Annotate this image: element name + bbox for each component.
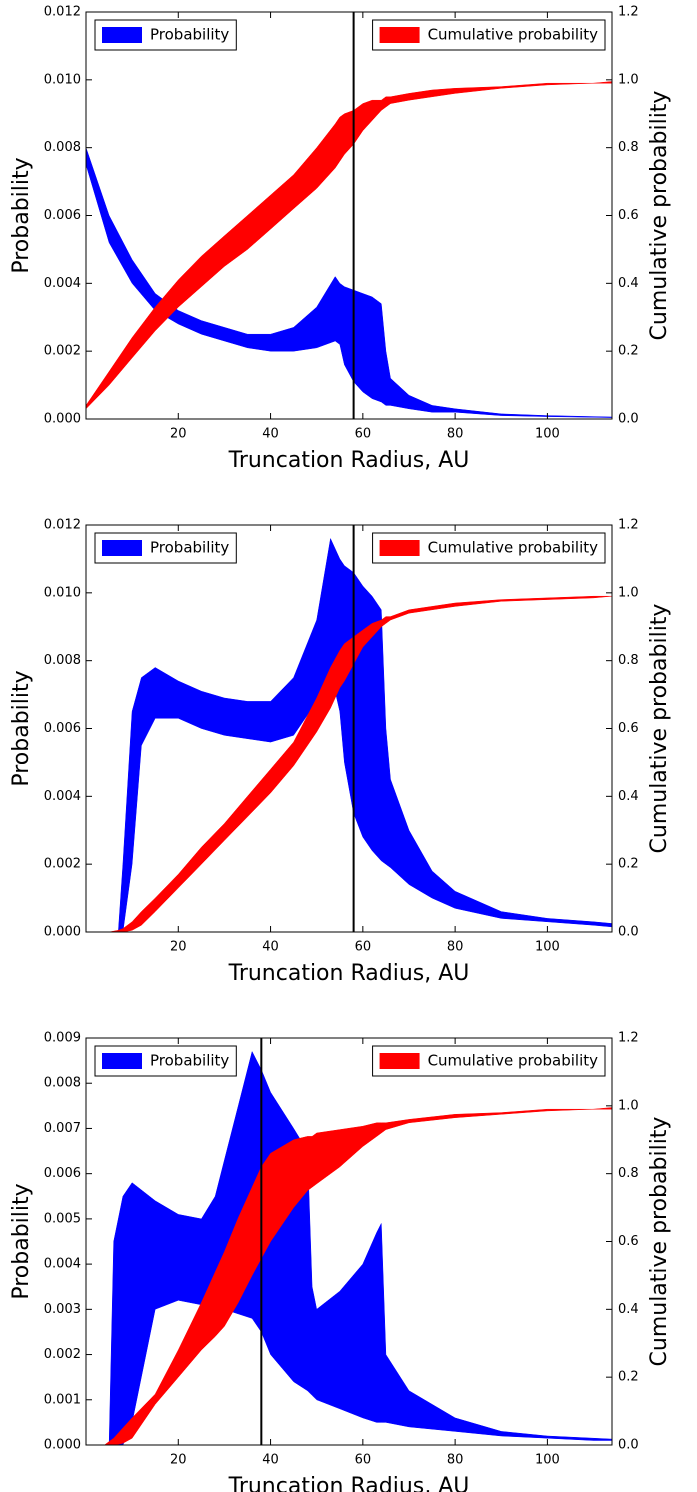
legend-swatch (102, 540, 142, 556)
x-tick-label: 20 (170, 1453, 187, 1468)
y2-tick-label: 1.0 (618, 1098, 639, 1113)
x-tick-label: 20 (170, 427, 187, 442)
x-tick-label: 40 (262, 940, 279, 955)
x-tick-label: 40 (262, 1453, 279, 1468)
y2-tick-label: 0.6 (618, 1234, 639, 1249)
y-tick-label: 0.008 (44, 1076, 81, 1091)
y2-tick-label: 0.2 (618, 857, 639, 872)
y2-tick-label: 0.8 (618, 140, 639, 155)
x-tick-label: 80 (447, 940, 464, 955)
legend: Cumulative probability (372, 532, 606, 564)
legend-swatch (379, 540, 420, 556)
legend-label: Cumulative probability (428, 539, 599, 557)
y2-tick-label: 0.8 (618, 1166, 639, 1181)
y-tick-label: 0.008 (44, 140, 81, 155)
y2-tick-label: 0.4 (618, 276, 639, 291)
y-tick-label: 0.007 (44, 1121, 81, 1136)
y-axis-label: Probability (9, 157, 34, 273)
x-tick-label: 100 (535, 940, 560, 955)
legend-label: Cumulative probability (428, 1052, 599, 1070)
panel: 20 40 60 80 1000.0000.0020.0040.0060.0080.01… (9, 518, 672, 987)
legend-label: Probability (150, 26, 229, 44)
x-tick-label: 20 (170, 940, 187, 955)
y2-tick-label: 0.4 (618, 789, 639, 804)
y-tick-label: 0.004 (44, 1257, 81, 1272)
y-tick-label: 0.009 (44, 1031, 81, 1046)
panel: 20 40 60 80 1000.0000.0010.0020.0030.0040.00… (9, 1031, 672, 1492)
y2-axis-label: Cumulative probability (647, 1117, 672, 1367)
legend-label: Probability (150, 1052, 229, 1070)
y2-tick-label: 0.2 (618, 344, 639, 359)
y-tick-label: 0.000 (44, 412, 81, 427)
legend: Probability (94, 19, 237, 51)
y-tick-label: 0.000 (44, 1438, 81, 1453)
y2-tick-label: 1.2 (618, 1031, 639, 1046)
band-area (86, 595, 612, 932)
x-tick-label: 60 (355, 1453, 372, 1468)
y2-tick-label: 0.0 (618, 925, 639, 940)
y2-tick-label: 0.4 (618, 1302, 639, 1317)
x-tick-label: 80 (447, 1453, 464, 1468)
x-tick-label: 100 (535, 1453, 560, 1468)
band-area (86, 1107, 612, 1445)
y-tick-label: 0.003 (44, 1302, 81, 1317)
legend-swatch (379, 27, 420, 43)
x-axis-label: Truncation Radius, AU (228, 1474, 470, 1492)
y-tick-label: 0.002 (44, 857, 81, 872)
y-tick-label: 0.006 (44, 1166, 81, 1181)
y2-tick-label: 0.0 (618, 412, 639, 427)
y2-tick-label: 1.0 (618, 585, 639, 600)
y2-tick-label: 0.6 (618, 208, 639, 223)
x-tick-label: 80 (447, 427, 464, 442)
y-tick-label: 0.000 (44, 925, 81, 940)
x-tick-label: 60 (355, 427, 372, 442)
y2-tick-label: 0.6 (618, 721, 639, 736)
band-area (86, 147, 612, 418)
y-axis-label: Probability (9, 670, 34, 786)
y2-tick-label: 0.0 (618, 1438, 639, 1453)
legend-box (94, 19, 237, 51)
legend-swatch (379, 1053, 420, 1069)
y-tick-label: 0.008 (44, 653, 81, 668)
y-tick-label: 0.012 (44, 518, 81, 533)
legend-swatch (102, 1053, 142, 1069)
x-tick-label: 60 (355, 940, 372, 955)
y2-axis-label: Cumulative probability (647, 91, 672, 341)
x-axis-label: Truncation Radius, AU (228, 448, 470, 473)
band-area (86, 81, 612, 410)
x-tick-label: 40 (262, 427, 279, 442)
legend-swatch (102, 27, 142, 43)
y-tick-label: 0.004 (44, 789, 81, 804)
legend: Cumulative probability (372, 19, 606, 51)
y2-tick-label: 1.0 (618, 72, 639, 87)
y-tick-label: 0.001 (44, 1392, 81, 1407)
y-tick-label: 0.004 (44, 276, 81, 291)
y-tick-label: 0.012 (44, 5, 81, 20)
band-area (86, 537, 612, 932)
legend: Cumulative probability (372, 1045, 606, 1077)
y-tick-label: 0.006 (44, 208, 81, 223)
y2-tick-label: 0.8 (618, 653, 639, 668)
y2-tick-label: 1.2 (618, 5, 639, 20)
y-tick-label: 0.010 (44, 72, 81, 87)
y-axis-label: Probability (9, 1183, 34, 1299)
x-axis-label: Truncation Radius, AU (228, 961, 470, 986)
legend: Probability (94, 1045, 237, 1077)
y2-axis-label: Cumulative probability (647, 604, 672, 854)
legend-label: Probability (150, 539, 229, 557)
legend-label: Cumulative probability (428, 26, 599, 44)
y-tick-label: 0.002 (44, 344, 81, 359)
y2-tick-label: 0.2 (618, 1370, 639, 1385)
y-tick-label: 0.005 (44, 1211, 81, 1226)
y-tick-label: 0.010 (44, 585, 81, 600)
y2-tick-label: 1.2 (618, 518, 639, 533)
y-tick-label: 0.002 (44, 1347, 81, 1362)
y-tick-label: 0.006 (44, 721, 81, 736)
panel: 20 40 60 80 1000.0000.0020.0040.0060.0080.01… (9, 5, 672, 474)
x-tick-label: 100 (535, 427, 560, 442)
legend: Probability (94, 532, 237, 564)
